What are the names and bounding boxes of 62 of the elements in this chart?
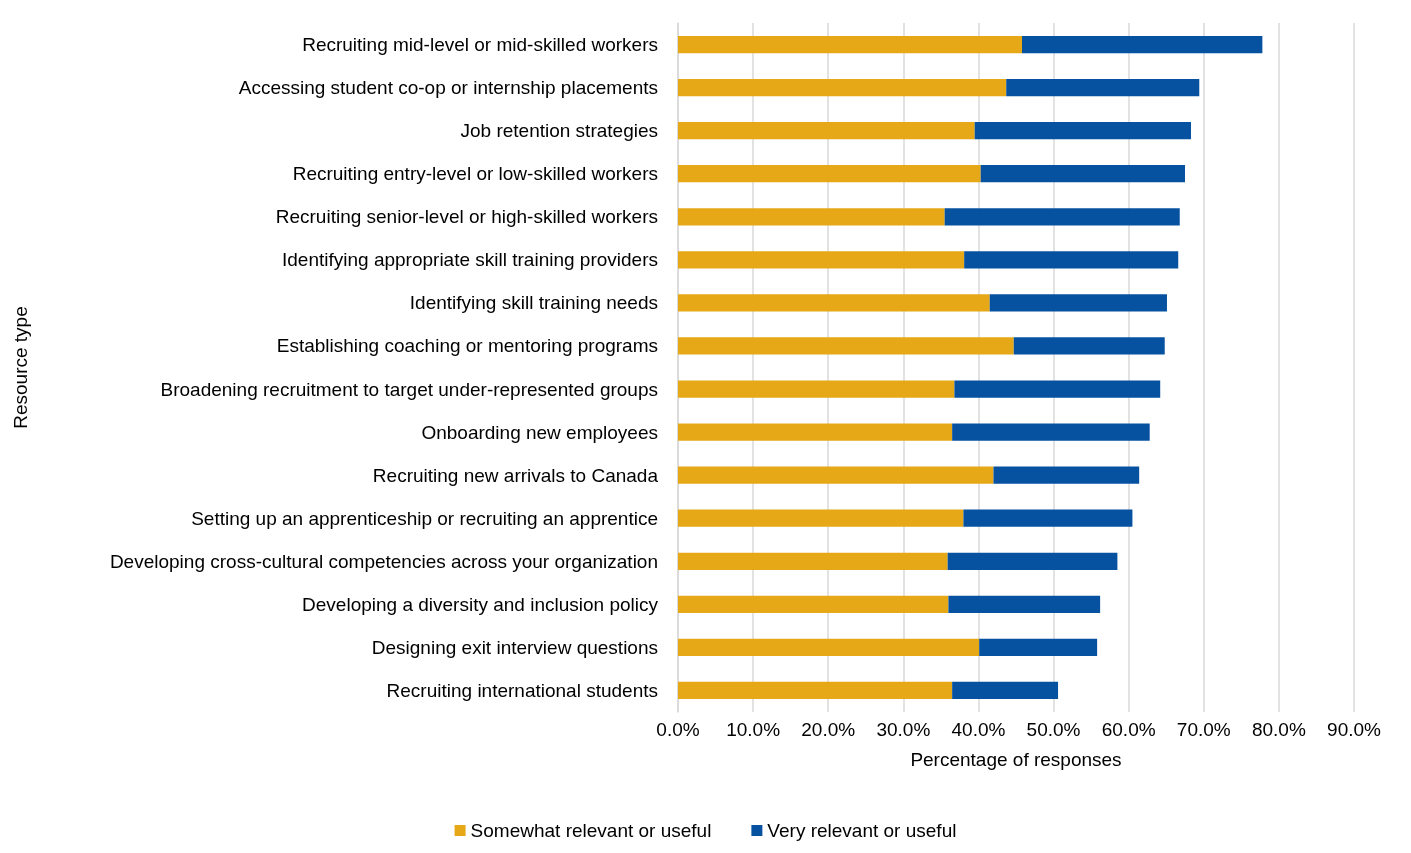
bar [678, 466, 994, 484]
bar [678, 251, 965, 269]
x-tick-label: 30.0% [876, 719, 931, 740]
x-tick-label: 0.0% [656, 719, 700, 740]
bar [944, 208, 1180, 226]
x-tick-label: 90.0% [1327, 719, 1382, 740]
bar [980, 165, 1185, 183]
bar [678, 552, 948, 570]
y-tick-label: Onboarding new employees [421, 421, 658, 443]
x-tick-label: 40.0% [951, 719, 1006, 740]
y-tick-label: Recruiting mid-level or mid-skilled workers [302, 34, 658, 56]
bar [678, 208, 945, 226]
y-tick-label: Setting up an apprenticeship or recruiting an apprentice [191, 507, 658, 529]
bar [974, 122, 1192, 140]
bar [1013, 337, 1165, 355]
bar [993, 466, 1140, 484]
y-tick-label: Identifying skill training needs [409, 292, 658, 314]
bar [678, 78, 1007, 97]
bar [678, 681, 953, 700]
x-tick-label: 50.0% [1026, 719, 1081, 740]
y-tick-label: Identifying appropriate skill training providers [282, 249, 658, 271]
y-tick-label: Developing a diversity and inclusion policy [302, 593, 659, 615]
bar [948, 595, 1101, 613]
y-tick-label: Recruiting international students [386, 679, 658, 701]
x-axis-title: Percentage of responses [910, 749, 1122, 770]
bar [947, 552, 1118, 570]
bar [1006, 78, 1200, 97]
bar [989, 294, 1167, 312]
bar [678, 35, 1023, 54]
y-axis-title: Resource type [10, 306, 31, 429]
x-tick-label: 20.0% [801, 719, 856, 740]
bar [678, 165, 981, 183]
bar [678, 337, 1014, 355]
bar [678, 122, 975, 140]
x-tick-label: 60.0% [1101, 719, 1156, 740]
y-tick-label: Recruiting new arrivals to Canada [372, 464, 659, 486]
x-tick-label: 10.0% [726, 719, 781, 740]
y-tick-label: Job retention strategies [460, 120, 658, 142]
bar [954, 380, 1161, 398]
legend-label: Somewhat relevant or useful [470, 820, 712, 841]
y-tick-label: Accessing student co-op or internship placements [238, 77, 658, 99]
bar [678, 380, 955, 398]
x-tick-label: 70.0% [1176, 719, 1231, 740]
bar [952, 423, 1150, 441]
y-tick-label: Broadening recruitment to target under-represented groups [160, 378, 658, 400]
x-tick-label: 80.0% [1251, 719, 1306, 740]
bar [964, 251, 1179, 269]
y-tick-label: Recruiting senior-level or high-skilled workers [275, 206, 658, 228]
bar [963, 509, 1133, 527]
y-tick-label: Developing cross-cultural competencies across your organization [109, 550, 658, 572]
y-tick-label: Designing exit interview questions [371, 636, 658, 658]
bar [678, 509, 964, 527]
bar [678, 595, 949, 613]
y-tick-label: Recruiting entry-level or low-skilled workers [292, 163, 658, 185]
legend-label: Very relevant or useful [767, 820, 957, 841]
bar [678, 638, 980, 657]
bar [678, 294, 990, 312]
bar [952, 681, 1059, 700]
bar [678, 423, 953, 441]
bar [1022, 35, 1263, 54]
y-tick-label: Establishing coaching or mentoring programs [276, 335, 658, 357]
bar [979, 638, 1098, 657]
